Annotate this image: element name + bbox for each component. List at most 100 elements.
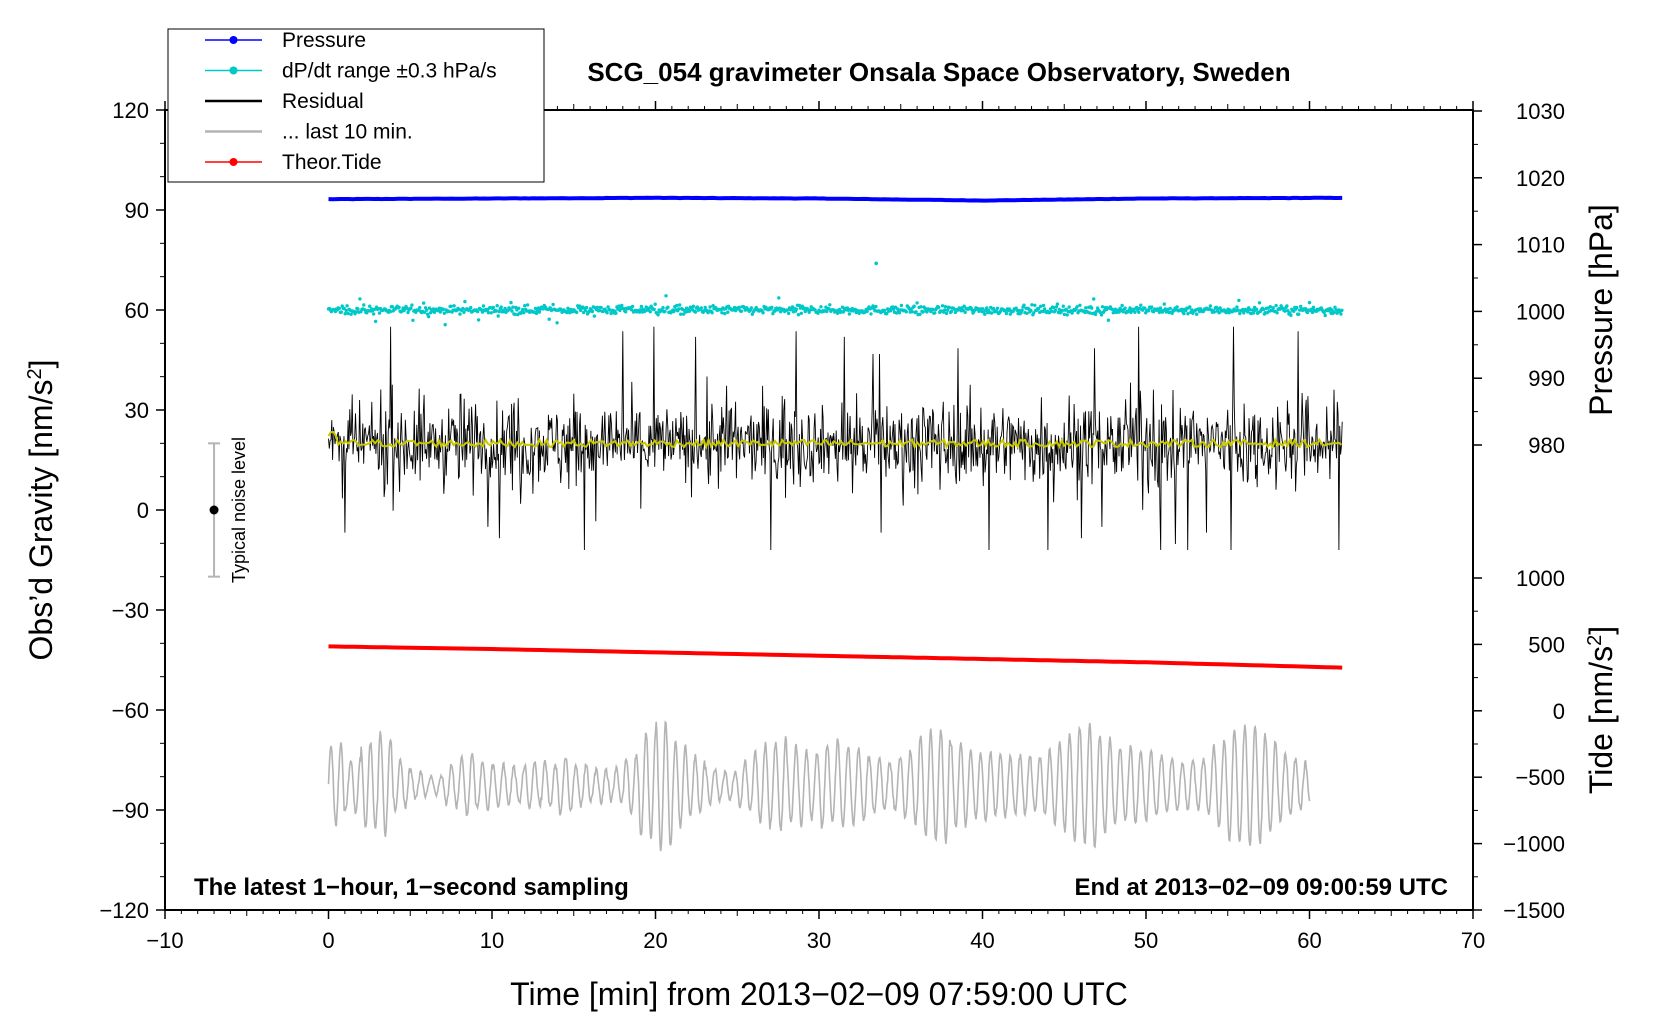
dpdt-point [521,307,525,312]
dpdt-point [606,305,610,309]
dpdt-point [869,312,873,316]
dpdt-point [865,309,869,314]
dpdt-point [462,310,466,314]
dpdt-point [537,310,542,314]
dpdt-point [362,303,366,307]
dpdt-point [1175,305,1179,309]
dpdt-point [943,305,948,309]
y-tick-label: −60 [112,698,149,723]
dpdt-point [356,307,360,311]
annotation-sampling: The latest 1−hour, 1−second sampling [194,874,629,901]
y-tick-label: 90 [125,198,149,223]
dpdt-point [819,305,823,309]
dpdt-point [494,309,498,313]
dpdt-point [551,302,555,307]
dpdt-point [1274,303,1278,308]
dpdt-point [899,303,904,308]
residual-line [328,326,1343,551]
dpdt-point [914,310,918,314]
dpdt-point [1307,300,1312,305]
dpdt-point [995,306,1000,310]
dpdt-point [1030,303,1034,307]
dpdt-point [354,310,358,314]
dpdt-point [388,310,392,314]
dpdt-point [687,309,692,313]
dpdt-point [1100,305,1105,309]
dpdt-point [664,294,668,298]
dpdt-point [921,310,925,314]
dpdt-point [432,310,437,314]
dpdt-point [339,310,343,314]
dpdt-point [1032,311,1036,315]
dpdt-point [629,308,634,312]
dpdt-point [614,311,618,315]
dpdt-point [575,310,579,315]
dpdt-point [583,309,588,313]
dpdt-point [919,305,923,309]
dpdt-point [1113,307,1118,311]
dpdt-point [1271,306,1275,310]
dpdt-point [940,304,945,308]
legend-label: ... last 10 min. [282,121,413,144]
dpdt-point [406,310,410,315]
dpdt-point [1195,312,1199,316]
dpdt-point [1275,311,1279,315]
dpdt-point [799,311,803,315]
legend-label: Theor.Tide [282,151,382,174]
dpdt-point [828,303,832,307]
dpdt-point [1218,306,1222,310]
dpdt-point [344,308,348,313]
dpdt-point [915,301,919,305]
dpdt-point [726,310,730,314]
dpdt-point [888,309,893,313]
legend-label: Pressure [282,29,366,52]
dpdt-point [605,311,609,315]
dpdt-point [981,307,985,311]
dpdt-point [679,312,683,316]
dpdt-point [1208,304,1213,308]
legend: Pressure dP/dt range ±0.3 hPa/s Residual..… [167,28,545,183]
dpdt-point [424,308,429,312]
y-tick-label: −120 [99,898,149,923]
dpdt-point [1062,312,1067,317]
dpdt-point [345,304,349,308]
dpdt-point [411,318,415,322]
dpdt-point [1283,309,1287,313]
dpdt-point [739,309,744,313]
dpdt-point [463,299,467,304]
dpdt-point [1235,305,1239,309]
residual-smoothed-line [327,430,1343,450]
dpdt-point [447,309,451,314]
dpdt-point [1033,303,1037,307]
tide-tick-label: 0 [1553,699,1565,724]
y-tick-label: 60 [125,298,149,323]
dpdt-point [1092,297,1096,301]
legend-swatch-dot [229,36,238,44]
dpdt-point [499,305,503,309]
dpdt-point [1057,307,1062,312]
dpdt-point [1340,308,1344,312]
legend-box [167,28,545,183]
legend-swatch-dot [229,158,238,166]
dpdt-point [777,296,781,300]
dpdt-point [1158,306,1163,310]
dpdt-point [1008,312,1012,316]
pressure-tick-label: 980 [1528,433,1565,458]
dpdt-point [555,321,559,325]
dpdt-point [461,306,465,311]
x-axis-title: Time [min] from 2013−02−09 07:59:00 UTC [510,976,1128,1012]
dpdt-point [835,311,840,315]
x-tick-label: 50 [1134,928,1158,953]
dpdt-point [1261,307,1266,312]
dpdt-point [1084,306,1088,310]
dpdt-point [595,305,599,310]
dpdt-point [510,309,514,313]
y-axis-title-left: Obs’d Gravity [nm/s2] [23,360,59,661]
dpdt-point [1212,310,1217,314]
pressure-tick-label: 990 [1528,366,1565,391]
annotation-end-time: End at 2013−02−09 09:00:59 UTC [1074,874,1448,901]
dpdt-point [1330,308,1334,312]
dpdt-point [786,311,791,316]
dpdt-point [797,303,802,308]
